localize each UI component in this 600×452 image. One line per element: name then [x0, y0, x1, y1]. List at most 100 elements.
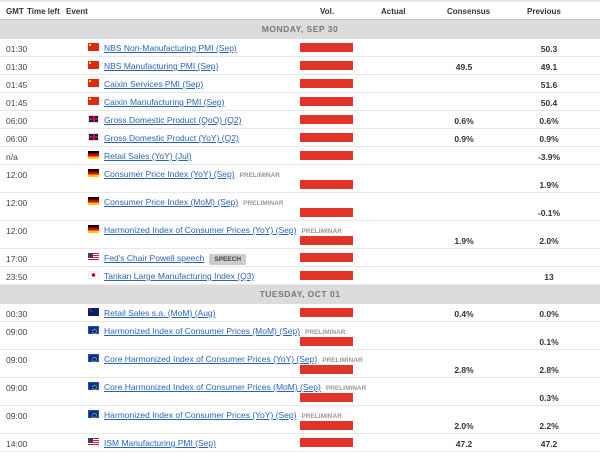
- event-name[interactable]: Caixin Manufacturing PMI (Sep): [104, 97, 225, 107]
- table-row: 00:30 Retail Sales s.a. (MoM) (Aug) 0.4% 0.…: [0, 304, 600, 322]
- event-link[interactable]: Core Harmonized Index of Consumer Prices…: [104, 382, 366, 392]
- event-name[interactable]: Gross Domestic Product (YoY) (Q2): [104, 133, 239, 143]
- flag-us-icon: [88, 253, 99, 261]
- event-tag-badge: PRELIMINAR: [325, 385, 367, 392]
- event-link[interactable]: NBS Manufacturing PMI (Sep): [104, 61, 218, 71]
- event-link[interactable]: NBS Non-Manufacturing PMI (Sep): [104, 43, 237, 53]
- event-time: 01:30: [6, 44, 28, 54]
- event-name[interactable]: Gross Domestic Product (QoQ) (Q2): [104, 115, 242, 125]
- consensus-value: 0.6%: [454, 116, 474, 126]
- consensus-value: 0.4%: [454, 309, 474, 319]
- flag-au-icon: [88, 308, 99, 316]
- table-row: 09:00 Harmonized Index of Consumer Prices…: [0, 322, 600, 350]
- flag-cn-icon: [88, 61, 99, 69]
- event-name[interactable]: Fed's Chair Powell speech: [104, 253, 205, 263]
- event-link[interactable]: Harmonized Index of Consumer Prices (YoY…: [104, 410, 342, 420]
- table-row: 06:00 Gross Domestic Product (QoQ) (Q2) 0.…: [0, 111, 600, 129]
- flag-eu-icon: [88, 410, 99, 418]
- event-link[interactable]: Core Harmonized Index of Consumer Prices…: [104, 354, 363, 364]
- event-link[interactable]: Harmonized Index of Consumer Prices (YoY…: [104, 225, 342, 235]
- col-previous: Previous: [527, 7, 561, 16]
- event-link[interactable]: Caixin Manufacturing PMI (Sep): [104, 97, 224, 107]
- table-row: 23:50 Tankan Large Manufacturing Index (Q…: [0, 267, 600, 285]
- volatility-bar: [300, 308, 353, 317]
- event-link[interactable]: ISM Manufacturing PMI (Sep): [104, 438, 216, 448]
- event-name[interactable]: Harmonized Index of Consumer Prices (MoM…: [104, 326, 301, 336]
- previous-value: 2.8%: [539, 365, 559, 375]
- table-row: 14:00 ISM Manufacturing PMI (Sep) 47.2 47.2: [0, 434, 600, 452]
- flag-cn-icon: [88, 79, 99, 87]
- event-name[interactable]: Consumer Price Index (MoM) (Sep): [104, 197, 239, 207]
- event-time: 09:00: [6, 355, 28, 365]
- previous-value: 2.2%: [539, 421, 559, 431]
- table-row: 01:30 NBS Manufacturing PMI (Sep) 49.5 49.1: [0, 57, 600, 75]
- consensus-value: 0.9%: [454, 134, 474, 144]
- flag-us-icon: [88, 438, 99, 446]
- event-name[interactable]: Caixin Services PMI (Sep): [104, 79, 204, 89]
- event-time: 09:00: [6, 411, 28, 421]
- event-tag-badge: PRELIMINAR: [301, 228, 342, 235]
- volatility-bar: [300, 79, 353, 88]
- event-name[interactable]: Consumer Price Index (YoY) (Sep): [104, 169, 235, 179]
- event-name[interactable]: NBS Manufacturing PMI (Sep): [104, 61, 219, 71]
- table-row: 01:30 NBS Non-Manufacturing PMI (Sep) 50.3: [0, 39, 600, 57]
- event-link[interactable]: Consumer Price Index (MoM) (Sep) PRELIMIN…: [104, 197, 284, 207]
- event-name[interactable]: Retail Sales (YoY) (Jul): [104, 151, 192, 161]
- previous-value: 50.4: [540, 98, 558, 108]
- consensus-value: 1.9%: [454, 236, 474, 246]
- event-name[interactable]: Core Harmonized Index of Consumer Prices…: [104, 382, 321, 392]
- flag-uk-icon: [88, 115, 99, 123]
- consensus-value: 2.0%: [454, 421, 474, 431]
- event-name[interactable]: ISM Manufacturing PMI (Sep): [104, 438, 216, 448]
- event-time: 17:00: [6, 254, 28, 264]
- event-link[interactable]: Retail Sales (YoY) (Jul): [104, 151, 192, 161]
- previous-value: 47.2: [540, 439, 558, 449]
- event-link[interactable]: Consumer Price Index (YoY) (Sep) PRELIMIN…: [104, 169, 280, 179]
- col-actual: Actual: [381, 7, 406, 16]
- volatility-bar: [300, 337, 353, 346]
- event-time: 01:45: [6, 80, 28, 90]
- previous-value: 50.3: [540, 44, 558, 54]
- table-row: 01:45 Caixin Manufacturing PMI (Sep) 50.4: [0, 93, 600, 111]
- previous-value: 2.0%: [539, 236, 559, 246]
- col-vol: Vol.: [320, 7, 335, 16]
- event-name[interactable]: Tankan Large Manufacturing Index (Q3): [104, 271, 255, 281]
- volatility-bar: [300, 115, 353, 124]
- top-strip: [0, 0, 600, 2]
- event-link[interactable]: Retail Sales s.a. (MoM) (Aug): [104, 308, 215, 318]
- event-link[interactable]: Gross Domestic Product (YoY) (Q2): [104, 133, 239, 143]
- table-row: 09:00 Harmonized Index of Consumer Prices…: [0, 406, 600, 434]
- col-event: Event: [66, 7, 88, 16]
- event-time: n/a: [6, 152, 18, 162]
- flag-eu-icon: [88, 354, 99, 362]
- event-name[interactable]: Harmonized Index of Consumer Prices (YoY…: [104, 410, 297, 420]
- flag-jp-icon: [88, 271, 99, 279]
- event-link[interactable]: Harmonized Index of Consumer Prices (MoM…: [104, 326, 346, 336]
- volatility-bar: [300, 365, 353, 374]
- previous-value: -3.9%: [537, 152, 561, 162]
- event-tag-badge: PRELIMINAR: [305, 329, 346, 336]
- event-link[interactable]: Gross Domestic Product (QoQ) (Q2): [104, 115, 241, 125]
- event-name[interactable]: Harmonized Index of Consumer Prices (YoY…: [104, 225, 297, 235]
- table-row: 12:00 Consumer Price Index (MoM) (Sep) PRE…: [0, 193, 600, 221]
- event-tag-badge: PRELIMINAR: [243, 200, 284, 207]
- event-name[interactable]: Retail Sales s.a. (MoM) (Aug): [104, 308, 216, 318]
- table-row: n/a Retail Sales (YoY) (Jul) -3.9%: [0, 147, 600, 165]
- event-tag-badge: SPEECH: [209, 254, 247, 265]
- previous-value: -0.1%: [537, 208, 561, 218]
- previous-value: 0.1%: [539, 337, 559, 347]
- previous-value: 51.6: [540, 80, 558, 90]
- volatility-bar: [300, 97, 353, 106]
- flag-de-icon: [88, 151, 99, 159]
- event-name[interactable]: NBS Non-Manufacturing PMI (Sep): [104, 43, 237, 53]
- event-link[interactable]: Caixin Services PMI (Sep): [104, 79, 203, 89]
- volatility-bar: [300, 61, 353, 70]
- event-name[interactable]: Core Harmonized Index of Consumer Prices…: [104, 354, 318, 364]
- volatility-bar: [300, 393, 353, 402]
- event-tag-badge: PRELIMINAR: [322, 357, 363, 364]
- event-time: 01:30: [6, 62, 28, 72]
- event-time: 09:00: [6, 327, 28, 337]
- event-link[interactable]: Fed's Chair Powell speech SPEECH: [104, 253, 247, 265]
- flag-uk-icon: [88, 133, 99, 141]
- event-link[interactable]: Tankan Large Manufacturing Index (Q3): [104, 271, 254, 281]
